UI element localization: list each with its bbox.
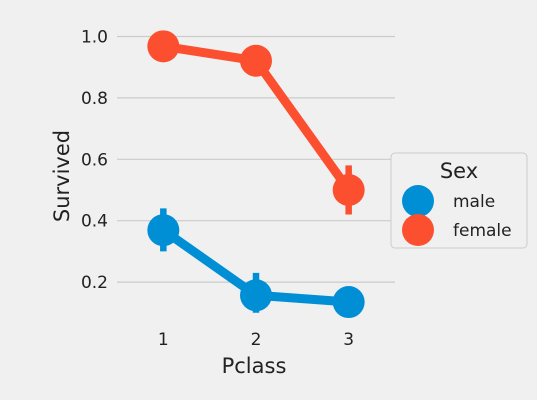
x-axis-label: Pclass	[222, 354, 287, 378]
x-tick-labels: 1 2 3	[158, 330, 354, 350]
series-layer	[147, 30, 365, 319]
data-point	[240, 44, 272, 77]
series-male	[147, 208, 365, 319]
y-axis-label: Survived	[50, 130, 74, 222]
y-tick-label: 0.6	[81, 150, 108, 170]
legend-label-female: female	[453, 221, 512, 241]
y-tick-label: 0.4	[81, 212, 108, 232]
y-tick-labels: 0.2 0.4 0.6 0.8 1.0	[81, 27, 108, 293]
data-point	[332, 286, 365, 319]
data-point	[147, 30, 180, 63]
legend: Sex male female	[390, 152, 528, 249]
legend-marker-male	[402, 185, 434, 217]
y-tick-label: 1.0	[81, 27, 108, 47]
data-point	[332, 173, 365, 206]
y-tick-label: 0.2	[81, 273, 108, 293]
data-point	[147, 214, 180, 247]
legend-marker-female	[402, 214, 434, 246]
legend-title: Sex	[440, 159, 478, 183]
x-tick-label: 1	[158, 330, 169, 350]
legend-label-male: male	[453, 192, 495, 212]
data-point	[240, 279, 272, 312]
x-tick-label: 2	[251, 330, 262, 350]
series-female	[147, 30, 365, 215]
y-tick-label: 0.8	[81, 89, 108, 109]
x-tick-label: 3	[343, 330, 354, 350]
